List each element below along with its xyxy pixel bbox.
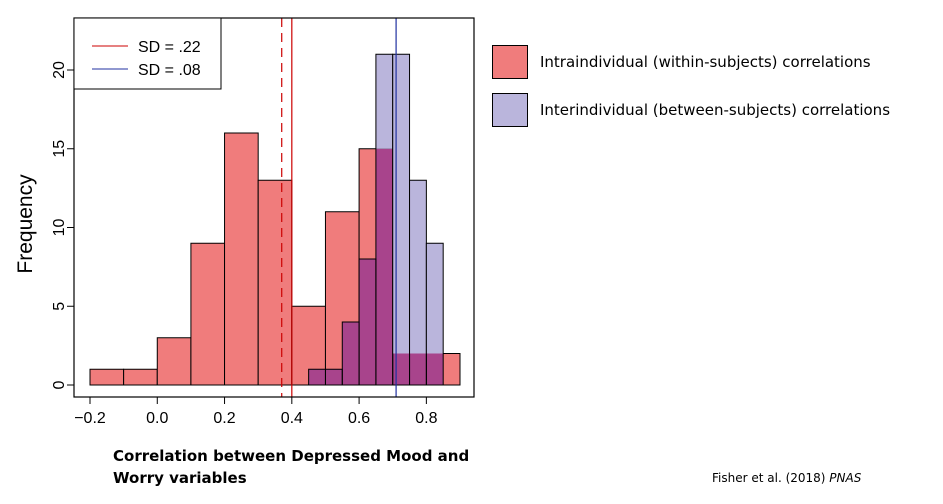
x-tick-label: −0.2 <box>74 410 106 427</box>
y-axis: 0 5 10 15 20 <box>51 61 75 389</box>
credit-journal: PNAS <box>829 471 862 485</box>
inter-bars <box>308 53 444 386</box>
intra-bar <box>123 368 158 386</box>
y-tick-label: 15 <box>51 140 68 158</box>
inner-legend-label-blue: SD = .08 <box>138 62 201 79</box>
reference-lines <box>281 18 397 397</box>
overlap-bar <box>359 259 376 385</box>
x-tick-label: 0.6 <box>348 410 370 427</box>
legend-swatch-intra <box>492 45 528 79</box>
x-tick-label: 0.8 <box>415 410 437 427</box>
inter-bar <box>425 242 444 386</box>
inter-bar-top <box>375 54 393 149</box>
credit-authors: Fisher et al. (2018) <box>712 471 830 485</box>
legend-label-intra: Intraindividual (within-subjects) correl… <box>540 53 871 71</box>
inter-bar-top <box>392 54 410 354</box>
overlap-bar <box>375 148 393 385</box>
legend-swatch-inter <box>492 93 528 127</box>
y-axis-label: Frequency <box>14 174 37 274</box>
legend-label-inter: Interindividual (between-subjects) corre… <box>540 101 891 119</box>
x-axis-label: Correlation between Depressed Mood and W… <box>113 445 493 489</box>
intra-bar <box>224 132 259 386</box>
intra-bar <box>190 242 226 386</box>
x-axis-label-line2: Worry variables <box>113 469 247 487</box>
inter-bar-top <box>409 180 427 354</box>
overlap-bar <box>308 369 326 385</box>
x-tick-label: 0.2 <box>213 410 235 427</box>
inner-legend: SD = .22 SD = .08 <box>73 17 222 90</box>
overlap-bars <box>308 148 444 385</box>
x-axis-label-line1: Correlation between Depressed Mood and <box>113 447 470 465</box>
intra-bar <box>89 368 125 386</box>
source-credit: Fisher et al. (2018) PNAS <box>712 471 861 485</box>
x-tick-label: 0.0 <box>146 410 168 427</box>
overlap-bar <box>325 369 343 385</box>
y-tick-label: 10 <box>51 219 68 237</box>
overlap-bar <box>409 353 427 385</box>
y-tick-label: 20 <box>51 61 68 79</box>
y-tick-label: 5 <box>51 302 68 311</box>
overlap-bar <box>342 322 360 385</box>
x-axis: −0.2 0.0 0.2 0.4 0.6 0.8 <box>74 396 438 427</box>
legend-item-intra: Intraindividual (within-subjects) correl… <box>492 45 871 79</box>
inner-legend-label-red: SD = .22 <box>138 39 201 56</box>
overlap-bar <box>426 353 444 385</box>
overlap-bar <box>392 353 410 385</box>
intra-bar <box>156 337 192 386</box>
intra-bar <box>257 179 293 386</box>
inter-bar-top <box>426 243 444 354</box>
inner-legend-box <box>73 17 222 90</box>
x-tick-label: 0.4 <box>281 410 303 427</box>
y-tick-label: 0 <box>51 380 68 389</box>
legend-item-inter: Interindividual (between-subjects) corre… <box>492 93 890 127</box>
